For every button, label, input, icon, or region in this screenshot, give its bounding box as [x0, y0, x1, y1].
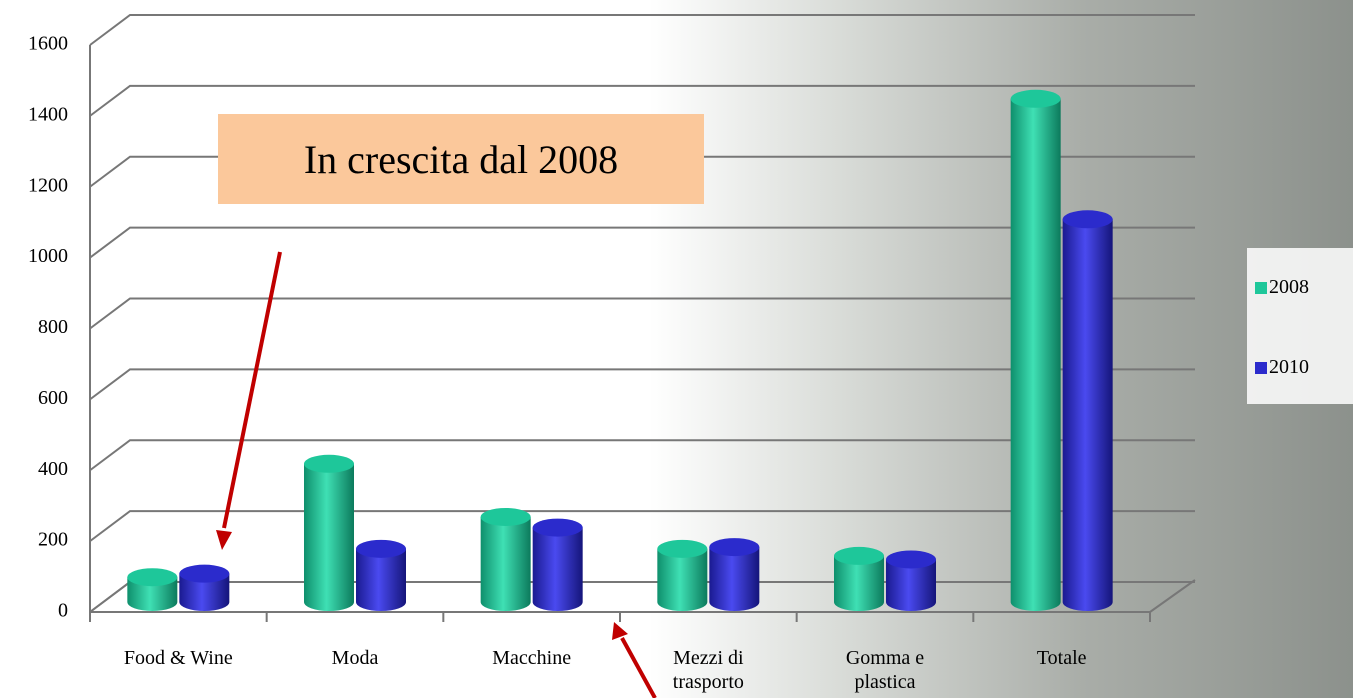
bar — [1063, 219, 1113, 611]
x-tick-label: Mezzi di trasporto — [653, 646, 763, 694]
y-tick-label: 600 — [38, 387, 68, 409]
bar-top — [304, 455, 354, 473]
y-tick-label: 800 — [38, 316, 68, 338]
bar — [709, 547, 759, 611]
legend-swatch — [1255, 362, 1267, 374]
bar-top — [1011, 90, 1061, 108]
legend: 2008 2010 — [1247, 248, 1353, 404]
x-tick-label: Gomma e plastica — [830, 646, 940, 694]
y-tick-label: 1000 — [28, 245, 68, 267]
axis — [1150, 580, 1195, 612]
x-tick-label: Food & Wine — [123, 646, 233, 670]
bar-top — [179, 565, 229, 583]
bar-top — [1063, 210, 1113, 228]
legend-swatch — [1255, 282, 1267, 294]
bar-top — [533, 519, 583, 537]
bar — [304, 464, 354, 611]
page: 0 200 400 600 800 1000 1200 1400 1600 In crescit… — [0, 0, 1353, 698]
bar — [533, 528, 583, 611]
bar — [481, 517, 531, 611]
legend-item: 2010 — [1255, 356, 1309, 379]
arrow-head — [612, 622, 628, 640]
chart: 0 200 400 600 800 1000 1200 1400 1600 — [0, 0, 1353, 698]
x-tick-label: Moda — [300, 646, 410, 670]
arrow — [224, 252, 280, 528]
bar — [657, 549, 707, 611]
bar-top — [709, 538, 759, 556]
arrow-head — [216, 530, 232, 550]
bar — [356, 549, 406, 611]
y-tick-label: 1600 — [28, 33, 68, 55]
axis — [90, 582, 130, 612]
x-tick-label: Totale — [1007, 646, 1117, 670]
bar-top — [127, 568, 177, 586]
y-tick-label: 0 — [58, 600, 68, 622]
x-tick-label: Macchine — [477, 646, 587, 670]
legend-label: 2008 — [1269, 276, 1309, 299]
legend-label: 2010 — [1269, 356, 1309, 379]
bar-top — [834, 547, 884, 565]
arrow — [622, 638, 655, 698]
y-tick-label: 200 — [38, 529, 68, 551]
bar-top — [657, 540, 707, 558]
y-tick-label: 400 — [38, 458, 68, 480]
annotation: In crescita dal 2008 — [218, 114, 704, 204]
grid-line — [90, 15, 1195, 45]
bar-top — [481, 508, 531, 526]
bar-top — [886, 550, 936, 568]
y-tick-label: 1200 — [28, 174, 68, 196]
bar-top — [356, 540, 406, 558]
bar — [1011, 99, 1061, 611]
y-tick-label: 1400 — [28, 103, 68, 125]
legend-item: 2008 — [1255, 276, 1309, 299]
